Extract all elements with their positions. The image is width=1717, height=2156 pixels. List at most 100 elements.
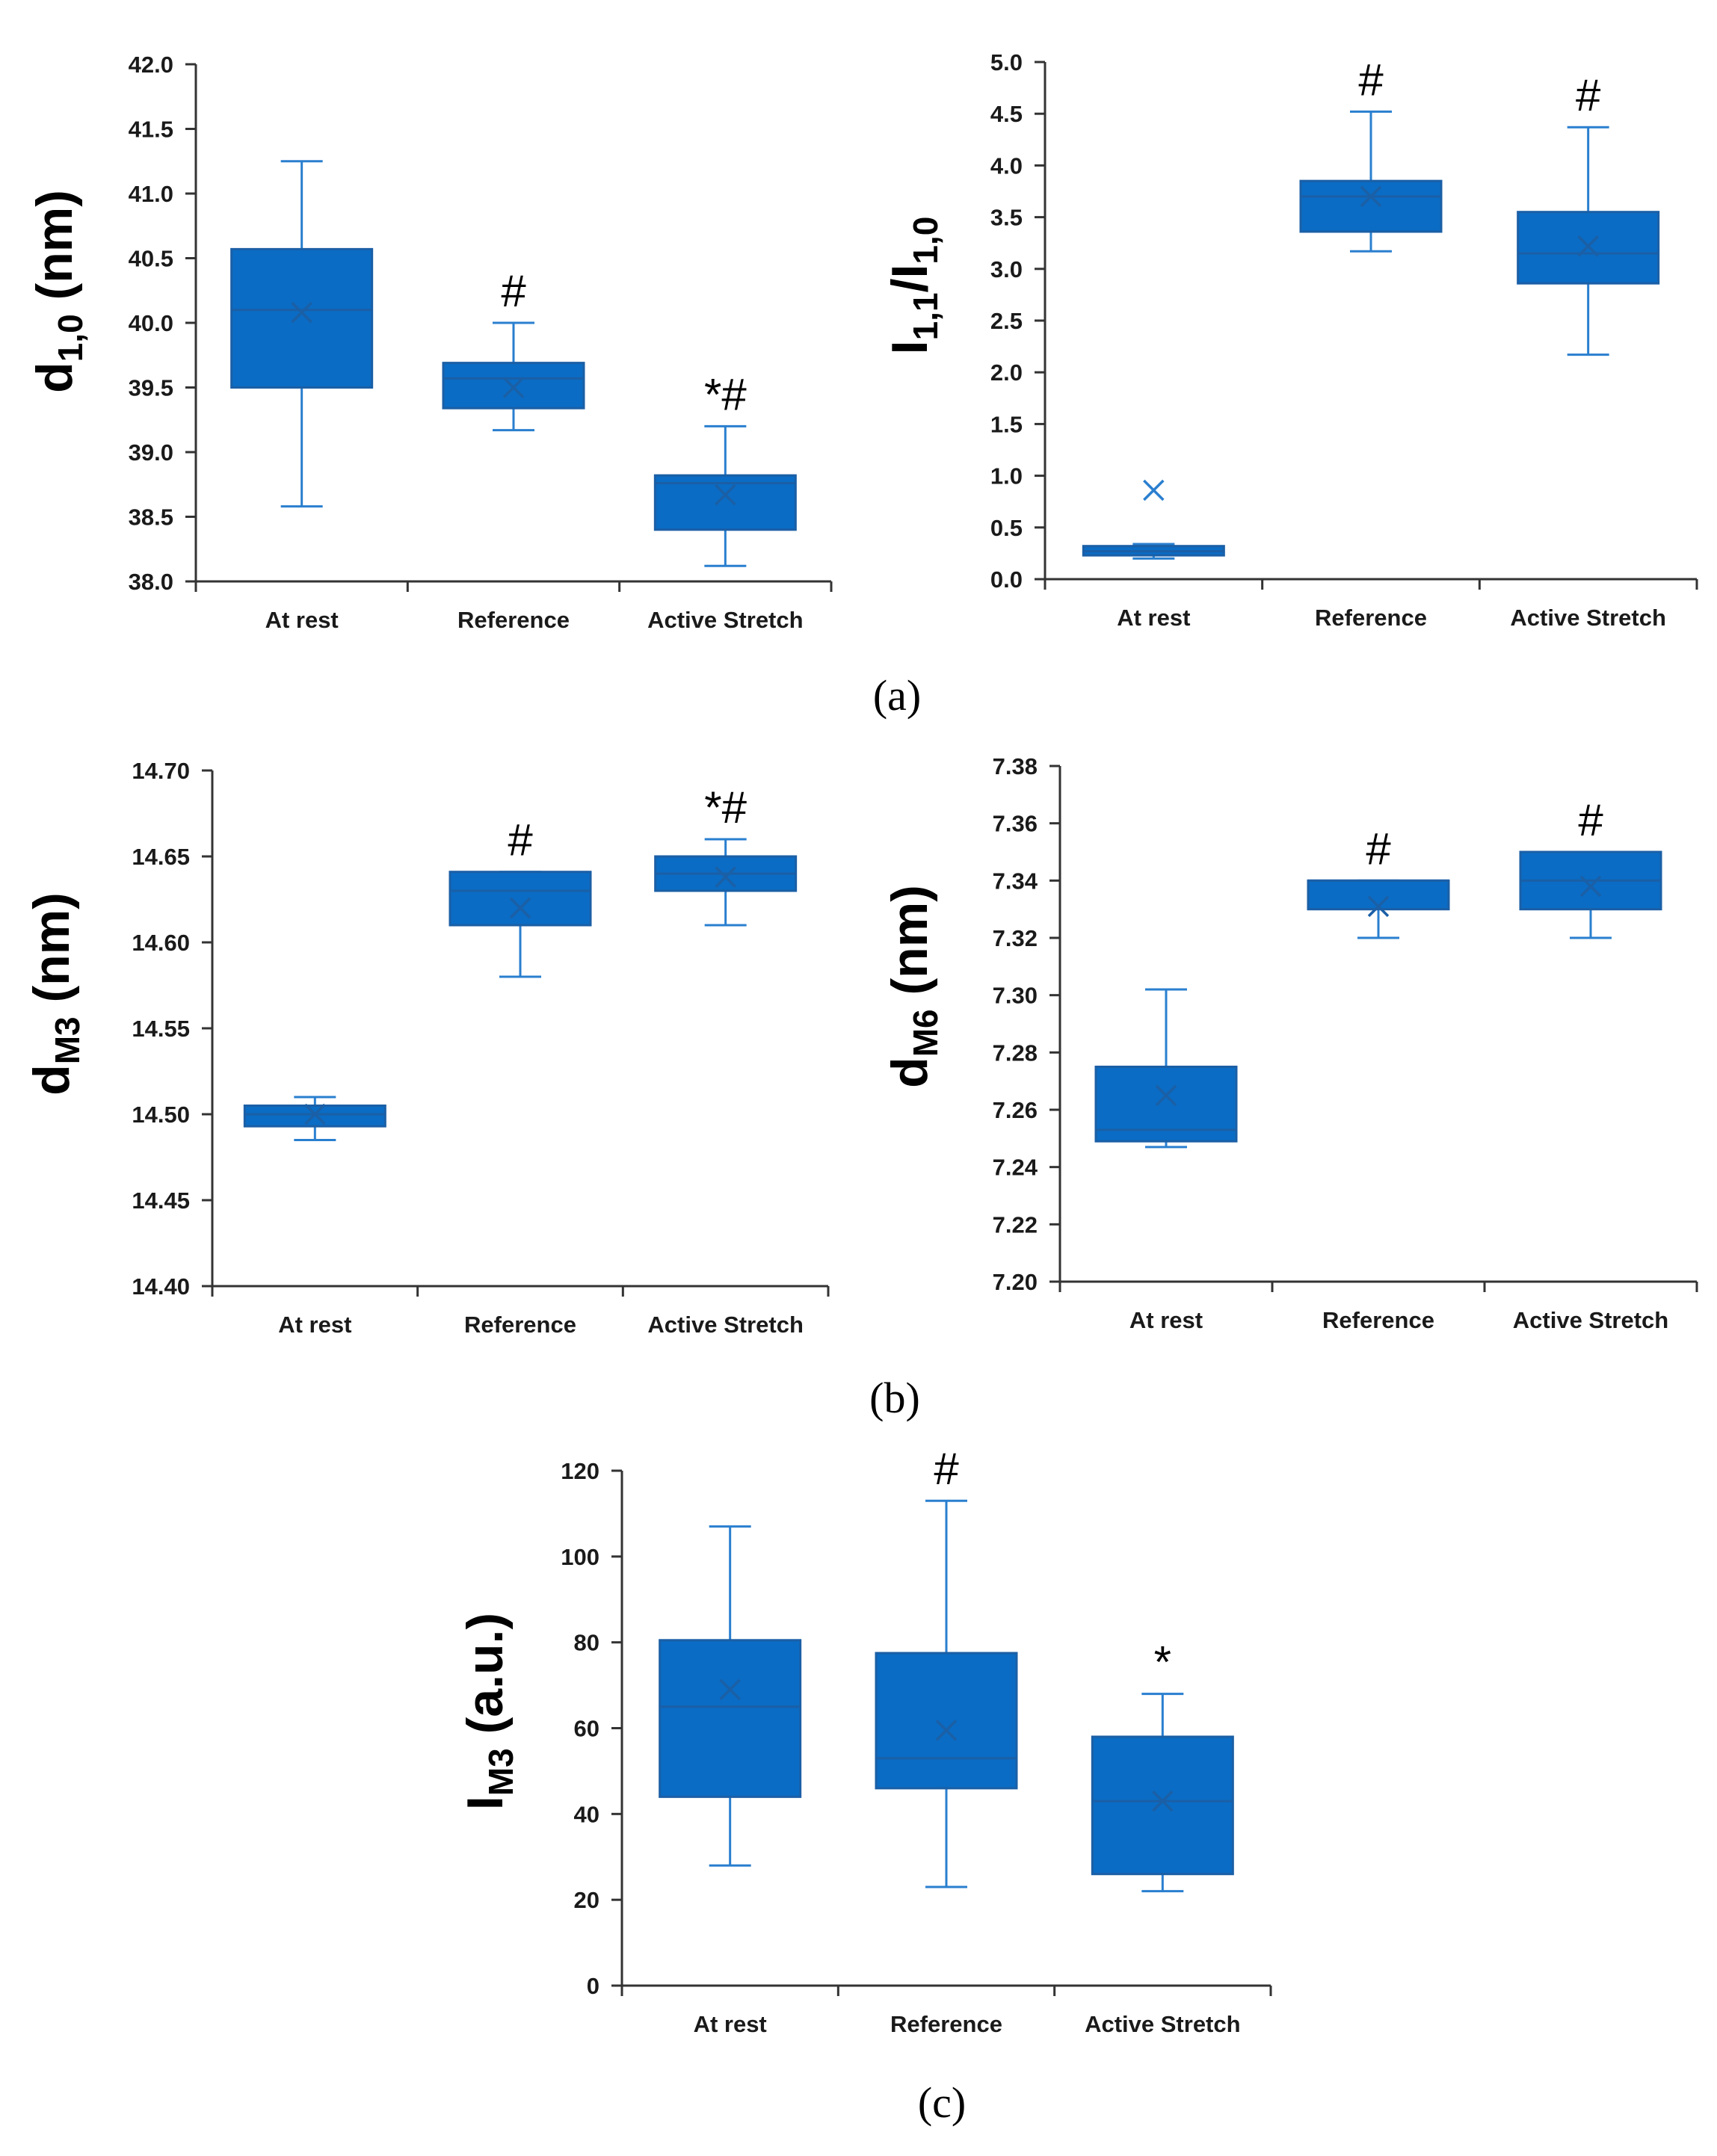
box — [875, 1652, 1018, 1790]
y-tick-label: 38.5 — [129, 504, 173, 531]
y-tick-label: 7.32 — [993, 925, 1038, 951]
y-tick-label: 0.5 — [990, 515, 1023, 541]
significance-mark: # — [934, 1444, 959, 1494]
y-tick-label: 40 — [574, 1801, 599, 1827]
y-axis-label: d1,0 (nm) — [26, 190, 90, 393]
y-tick-label: 7.38 — [993, 753, 1038, 779]
significance-mark: # — [1358, 55, 1384, 105]
y-tick-label: 5.0 — [990, 49, 1023, 75]
mean-marker — [502, 377, 525, 398]
box — [1299, 179, 1443, 233]
box — [659, 1639, 802, 1798]
significance-mark: # — [508, 815, 533, 865]
y-tick-label: 7.36 — [993, 811, 1038, 837]
y-tick-label: 80 — [574, 1630, 599, 1656]
chart-i11-i10: 0.0 0.5 1.0 1.5 2.0 2.5 3.0 3.5 4.0 4.5 5.0 At rest… — [881, 49, 1698, 631]
y-tick-label: 14.45 — [132, 1187, 190, 1214]
y-tick-label: 14.70 — [132, 758, 190, 784]
x-tick-label: Active Stretch — [647, 1312, 803, 1338]
y-tick-label: 4.5 — [990, 101, 1023, 127]
mean-marker — [1367, 895, 1390, 918]
x-tick-label: Active Stretch — [647, 607, 803, 633]
mean-marker — [1579, 875, 1602, 898]
y-tick-label: 100 — [561, 1544, 599, 1570]
chart-d10: 38.0 38.5 39.0 39.5 40.0 40.5 41.0 41.5 42.0 At r… — [26, 52, 833, 633]
y-tick-label: 7.34 — [993, 868, 1038, 894]
x-tick-label: Active Stretch — [1510, 605, 1665, 631]
y-tick-label: 3.0 — [990, 256, 1023, 282]
significance-mark: *# — [704, 369, 747, 419]
x-tick-label: Reference — [464, 1312, 576, 1338]
y-tick-label: 39.0 — [129, 439, 173, 466]
y-tick-label: 1.5 — [990, 411, 1023, 437]
x-tick-label: At rest — [278, 1312, 351, 1338]
x-tick-label: Reference — [890, 2011, 1002, 2037]
mean-marker — [715, 866, 736, 888]
panel-label-c: (c) — [918, 2078, 966, 2127]
y-tick-label: 14.50 — [132, 1102, 190, 1128]
y-axis-label: IM3 (a.u.) — [457, 1613, 520, 1810]
box — [230, 247, 374, 389]
x-tick-label: Active Stretch — [1513, 1307, 1668, 1333]
chart-dm3: 14.40 14.45 14.50 14.55 14.60 14.65 14.70 At re… — [23, 758, 830, 1338]
significance-mark: # — [1576, 70, 1601, 120]
y-tick-label: 7.26 — [993, 1097, 1038, 1123]
y-tick-label: 42.0 — [129, 52, 173, 78]
x-tick-label: Reference — [1322, 1307, 1434, 1333]
y-tick-label: 120 — [561, 1458, 599, 1484]
panel-label-a: (a) — [873, 671, 921, 720]
x-tick-label: Reference — [1315, 605, 1427, 631]
y-tick-label: 41.0 — [129, 181, 173, 207]
mean-marker — [304, 1103, 326, 1125]
box — [653, 474, 797, 531]
mean-marker — [1360, 185, 1382, 208]
y-tick-label: 7.28 — [993, 1040, 1038, 1066]
y-tick-label: 3.5 — [990, 205, 1023, 231]
box — [448, 871, 592, 927]
y-tick-label: 7.22 — [993, 1211, 1038, 1238]
significance-mark: # — [501, 266, 526, 316]
mean-marker — [1155, 1084, 1177, 1107]
y-axis-label: dM6 (nm) — [881, 885, 945, 1088]
mean-marker — [935, 1720, 958, 1741]
y-tick-label: 40.5 — [129, 246, 173, 272]
box — [1091, 1735, 1234, 1876]
x-tick-label: Active Stretch — [1085, 2011, 1240, 2037]
y-tick-label: 38.0 — [129, 569, 173, 595]
mean-marker — [715, 484, 736, 506]
x-tick-label: At rest — [1129, 1307, 1203, 1333]
y-tick-label: 39.5 — [129, 375, 173, 401]
significance-mark: * — [1154, 1637, 1171, 1687]
y-tick-label: 14.60 — [132, 930, 190, 956]
y-tick-label: 7.20 — [993, 1269, 1038, 1295]
chart-im3: 0 20 40 60 80 100 120 At rest Reference Active St… — [457, 1444, 1272, 2037]
chart-dm6: 7.20 7.22 7.24 7.26 7.28 7.30 7.32 7.34 7.36 7.38… — [881, 753, 1698, 1333]
y-tick-label: 60 — [574, 1716, 599, 1742]
mean-marker — [1143, 479, 1165, 501]
y-tick-label: 7.24 — [993, 1155, 1038, 1181]
panel-label-b: (b) — [869, 1374, 920, 1422]
significance-mark: # — [1578, 795, 1603, 845]
y-tick-label: 41.5 — [129, 117, 173, 143]
y-axis-label: I1,1/I1,0 — [881, 217, 945, 355]
x-tick-label: At rest — [694, 2011, 767, 2037]
x-tick-label: At rest — [1117, 605, 1190, 631]
y-tick-label: 14.55 — [132, 1016, 190, 1042]
y-tick-label: 4.0 — [990, 152, 1023, 179]
mean-marker — [509, 897, 531, 919]
y-tick-label: 1.0 — [990, 463, 1023, 489]
mean-marker — [291, 301, 312, 324]
y-tick-label: 14.40 — [132, 1273, 190, 1300]
mean-marker — [1577, 235, 1599, 257]
mean-marker — [1152, 1790, 1174, 1812]
y-tick-label: 20 — [574, 1887, 599, 1913]
mean-marker — [719, 1678, 741, 1701]
box — [442, 362, 585, 410]
x-tick-label: At rest — [265, 607, 339, 633]
y-tick-label: 0 — [587, 1973, 599, 1999]
y-tick-label: 2.0 — [990, 359, 1023, 386]
significance-mark: *# — [704, 782, 747, 833]
y-tick-label: 7.30 — [993, 983, 1038, 1009]
y-tick-label: 0.0 — [990, 566, 1023, 593]
